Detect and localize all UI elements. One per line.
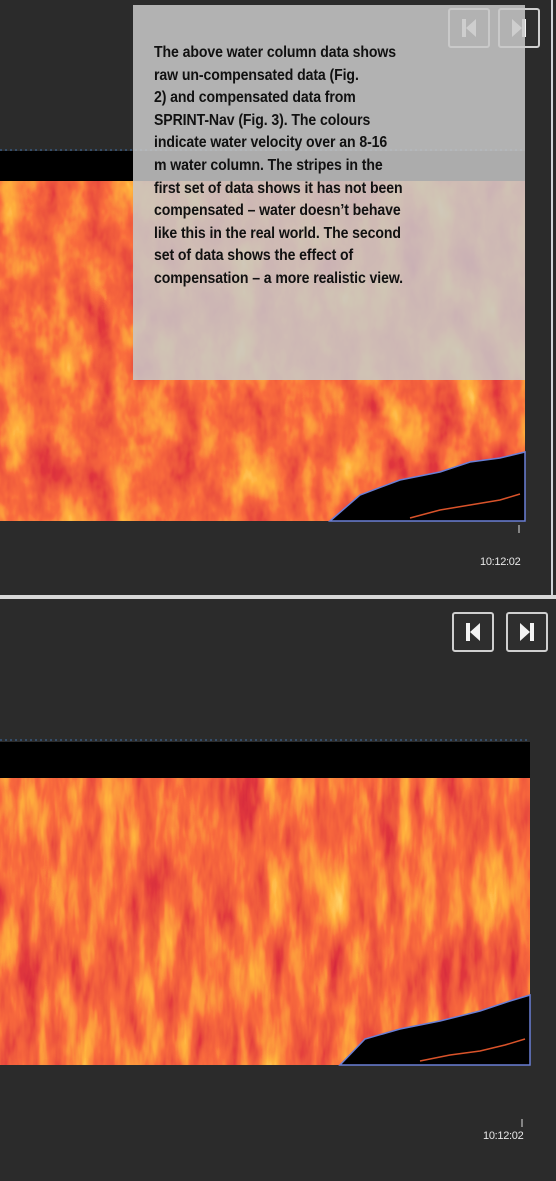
seabed: [338, 993, 531, 1066]
black-band: [0, 742, 530, 778]
bottom-line: [409, 493, 521, 519]
timestamp: 10:12:02: [480, 556, 521, 568]
caption-line: compensation – a more realistic view.: [154, 269, 403, 287]
caption-line: SPRINT-Nav (Fig. 3). The colours: [154, 111, 371, 129]
heatmap: [0, 778, 530, 1065]
caption-box: The above water column data shows raw un-…: [133, 5, 525, 380]
caption-line: like this in the real world. The second: [154, 224, 401, 242]
skip-back-button[interactable]: [452, 612, 494, 652]
bottom-plot: [0, 739, 531, 1127]
caption-line: The above water column data shows: [154, 44, 396, 61]
caption-line: first set of data shows it has not been: [154, 179, 403, 197]
caption-line: m water column. The stripes in the: [154, 156, 383, 174]
caption-line: 2) and compensated data from: [154, 89, 356, 107]
bottom-line: [419, 1038, 526, 1062]
icon: [466, 623, 480, 641]
skip-forward-button[interactable]: [506, 612, 548, 652]
icon-shape: [466, 623, 480, 641]
icon: [520, 623, 534, 641]
divider: [0, 595, 556, 599]
timestamp: 10:12:02: [483, 1130, 524, 1142]
caption-line: indicate water velocity over an 8-16: [154, 134, 388, 152]
top-panel: 10:12:02 The above water column data sho…: [0, 0, 553, 595]
caption-line: raw un-compensated data (Fig.: [154, 66, 359, 84]
caption-line: compensated – water doesn’t behave: [154, 202, 401, 220]
icon-shape: [520, 623, 534, 641]
bottom-panel: 10:12:02: [0, 599, 556, 1181]
caption-line: set of data shows the effect of: [154, 247, 354, 265]
